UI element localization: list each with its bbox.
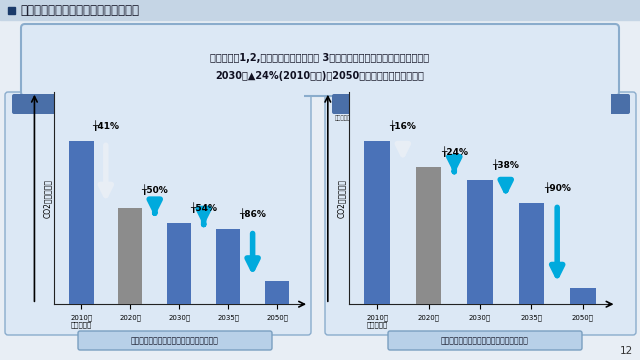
FancyBboxPatch shape [388, 331, 582, 350]
Text: ╁86%: ╁86% [239, 208, 266, 219]
Bar [467, 180, 493, 304]
Text: ╁54%: ╁54% [190, 202, 217, 213]
Bar [364, 141, 390, 304]
Y-axis label: CO2排出原単位: CO2排出原単位 [43, 179, 52, 217]
Bar [518, 203, 544, 304]
FancyBboxPatch shape [332, 94, 630, 114]
Text: ╁50%: ╁50% [141, 184, 168, 195]
Bar [216, 229, 241, 304]
Bar [570, 288, 596, 304]
FancyBboxPatch shape [5, 92, 311, 335]
Bar [69, 141, 93, 304]
Text: ╁38%: ╁38% [492, 159, 519, 170]
Text: 国際的に認められた方法でオフセットする: 国際的に認められた方法でオフセットする [131, 337, 219, 346]
Text: 12: 12 [620, 346, 633, 356]
Bar [118, 208, 143, 304]
Text: 2030年▲24%(2010年比)。2050年カーボンニュートラル: 2030年▲24%(2010年比)。2050年カーボンニュートラル [216, 71, 424, 81]
FancyBboxPatch shape [325, 92, 636, 335]
Text: ╁90%: ╁90% [544, 183, 571, 193]
Bar [265, 281, 289, 304]
Bar [0, 0, 640, 20]
FancyBboxPatch shape [78, 331, 272, 350]
Bar [8, 7, 15, 14]
Text: ヤマハ発動機の気候変動への取り組み: ヤマハ発動機の気候変動への取り組み [20, 4, 139, 17]
Text: 主に製品群（モーターサイクル、船外機、産業用ロボットなど）からの排出を合計した削減目標: 主に製品群（モーターサイクル、船外機、産業用ロボットなど）からの排出を合計した削… [335, 115, 475, 121]
Y-axis label: CO2排出原単位: CO2排出原単位 [337, 179, 346, 217]
Text: ╁24%: ╁24% [441, 147, 468, 157]
Bar [167, 222, 191, 304]
Text: ╁16%: ╁16% [389, 120, 416, 131]
Text: 企業活動における自社の排出（スコープ 1./2.） 目標: 企業活動における自社の排出（スコープ 1./2.） 目標 [92, 99, 224, 108]
Text: 国際的に認められた方法でオフセットする: 国際的に認められた方法でオフセットする [441, 337, 529, 346]
FancyBboxPatch shape [21, 24, 619, 96]
Text: ╁41%: ╁41% [92, 120, 119, 131]
Text: スコープ1,2,以外の排出（スコープ 3.） 目標: スコープ1,2,以外の排出（スコープ 3.） 目標 [422, 99, 540, 108]
Text: 「スコープ1,2,以外の排出（スコープ 3．／主に製品群からの排出を合計）」: 「スコープ1,2,以外の排出（スコープ 3．／主に製品群からの排出を合計）」 [211, 53, 429, 63]
Bar [416, 167, 442, 304]
FancyBboxPatch shape [12, 94, 304, 114]
